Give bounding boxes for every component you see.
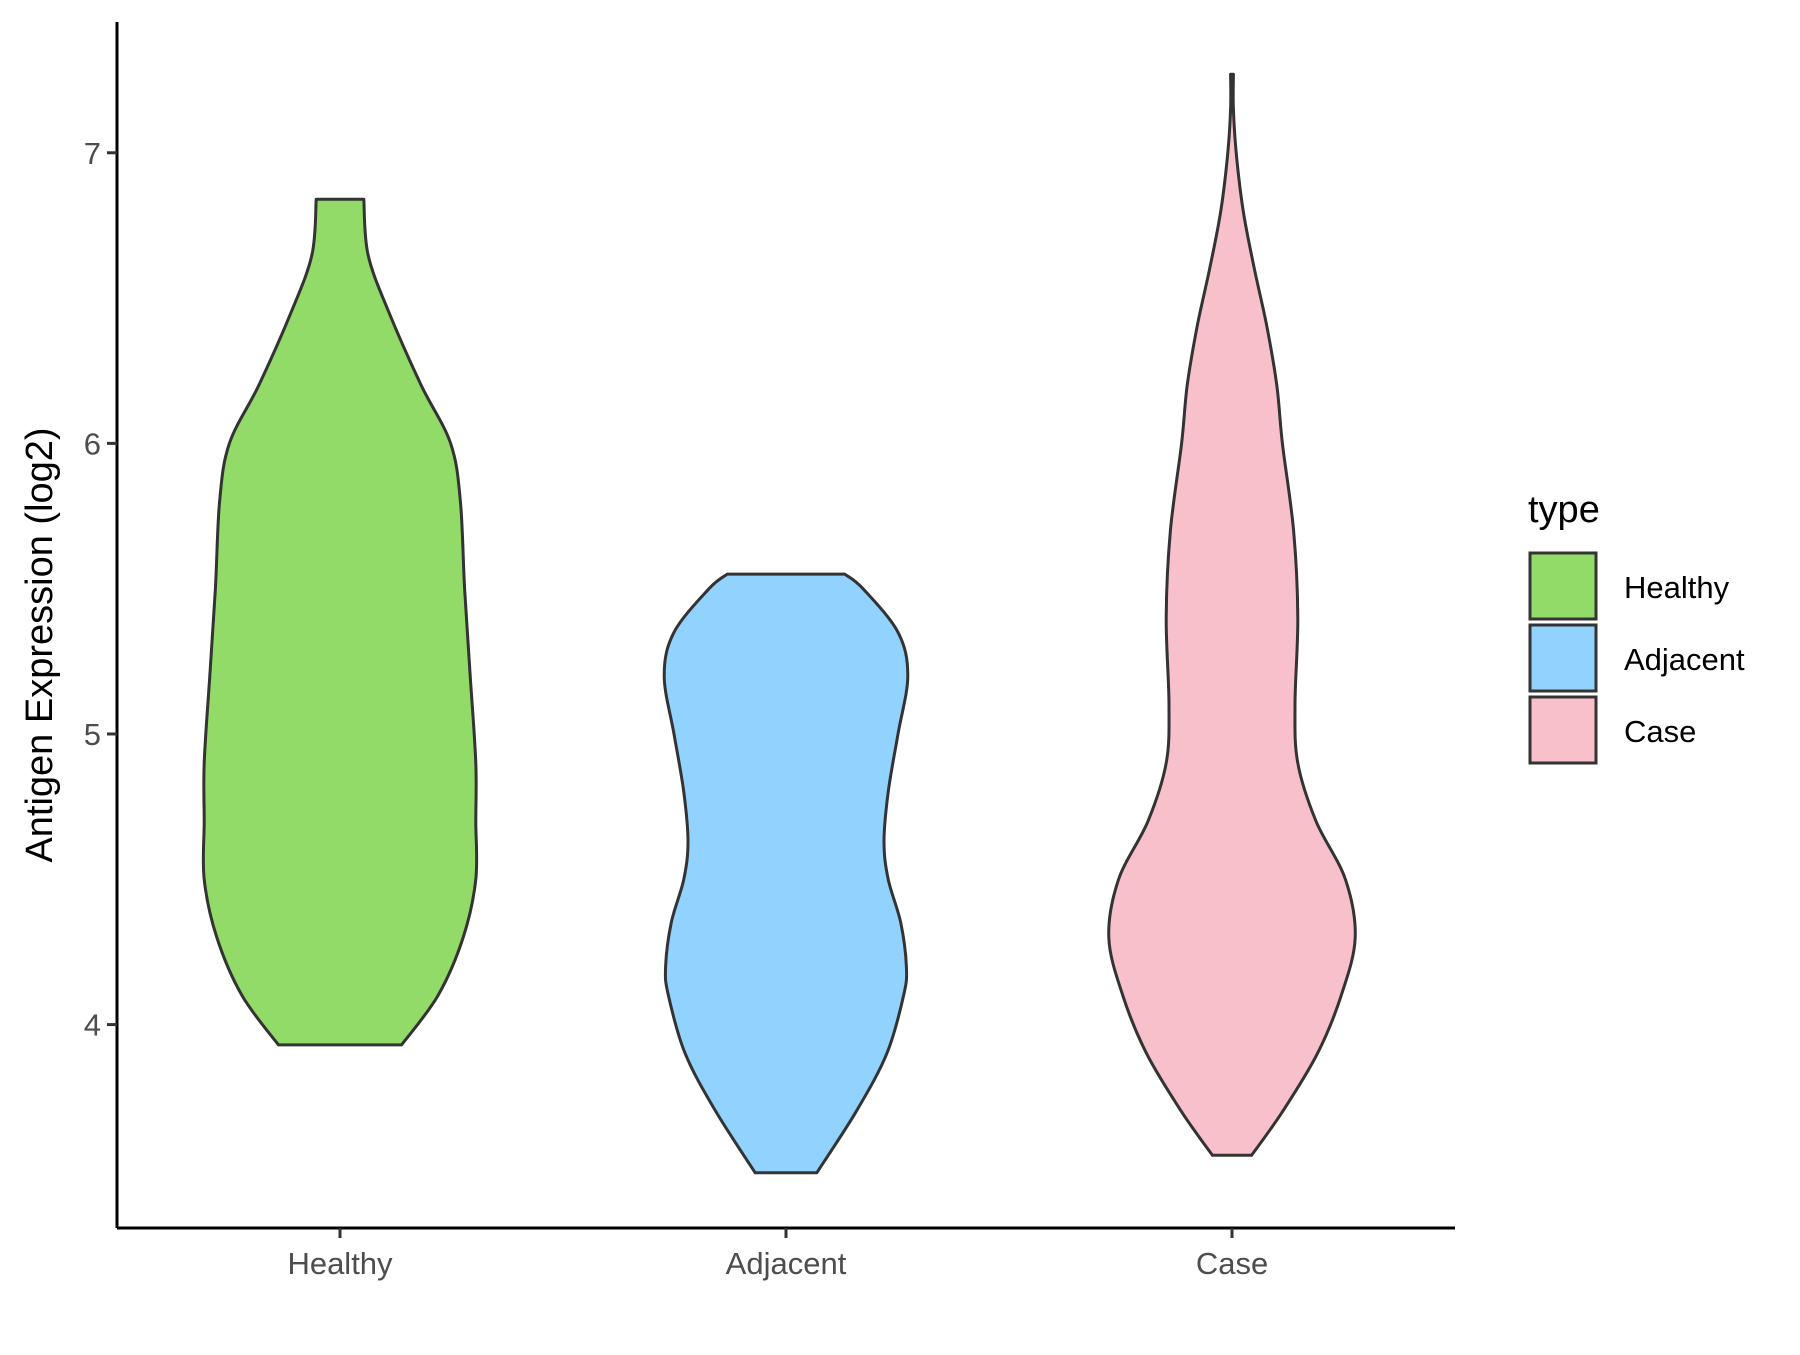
legend: type Healthy Adjacent Case	[1528, 489, 1745, 765]
x-tick-label: Healthy	[287, 1246, 393, 1281]
y-tick-label: 6	[84, 426, 101, 461]
violin-case	[1107, 72, 1357, 1157]
legend-swatch-adjacent	[1528, 623, 1598, 693]
legend-items: Healthy Adjacent Case	[1528, 551, 1745, 765]
x-tick-label: Adjacent	[726, 1246, 847, 1281]
y-axis-title: Antigen Expression (log2)	[19, 427, 61, 862]
violin-healthy	[201, 197, 479, 1047]
y-tick-label: 4	[84, 1008, 101, 1043]
y-tick-label: 5	[84, 717, 101, 752]
legend-label-adjacent: Adjacent	[1624, 642, 1745, 677]
x-axis-ticks: Healthy Adjacent Case	[287, 1228, 1268, 1281]
legend-label-case: Case	[1624, 714, 1696, 749]
legend-swatch-healthy	[1528, 551, 1598, 621]
x-tick-label: Case	[1196, 1246, 1268, 1281]
y-axis-ticks: 4 5 6 7	[84, 136, 117, 1043]
plot-area	[201, 72, 1357, 1175]
legend-title: type	[1528, 489, 1600, 531]
y-tick-label: 7	[84, 136, 101, 171]
legend-swatch-case	[1528, 695, 1598, 765]
legend-label-healthy: Healthy	[1624, 570, 1730, 605]
violin-adjacent	[662, 572, 910, 1175]
